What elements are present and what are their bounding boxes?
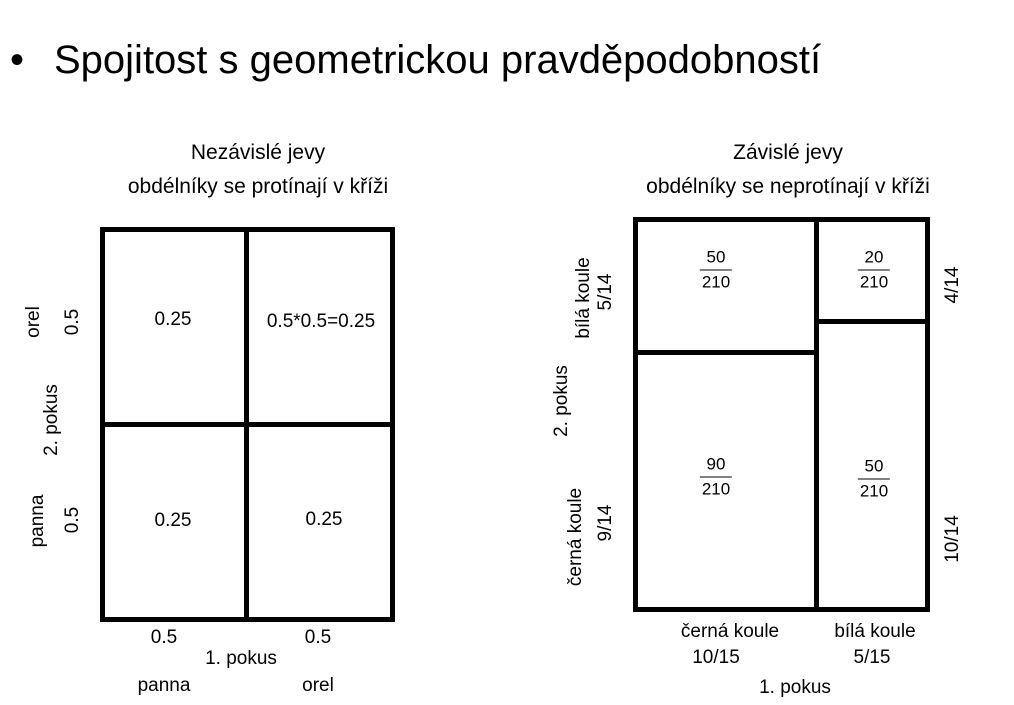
fraction-denominator: 210 [701, 272, 731, 292]
right-title-line2: obdélníky se neprotínají v kříži [646, 175, 930, 198]
left-y-axis-label: 2. pokus [41, 384, 62, 456]
cell-bottom-left: 0.25 [154, 510, 192, 531]
right-y-bottom-name: černá koule [565, 487, 586, 587]
left-title-line2: obdélníky se protínají v kříži [127, 175, 389, 198]
cell-top-left-fraction: 50 210 [699, 247, 733, 293]
fraction-denominator: 210 [859, 272, 889, 292]
heading-text: Spojitost s geometrickou pravděpodobnost… [54, 38, 822, 82]
cell-top-right: 0.5*0.5=0.25 [266, 311, 376, 332]
left-y-top-name: orel [23, 306, 44, 338]
cell-bottom-right-fraction: 50 210 [857, 456, 891, 502]
fraction-bar [857, 269, 891, 271]
fraction-bar [699, 269, 733, 271]
bullet: • [10, 38, 25, 82]
right-x-left-prob: 10/15 [692, 647, 740, 668]
left-y-bottom-prob: 0.5 [62, 506, 83, 534]
left-x-right-name: orel [302, 675, 334, 696]
left-y-top-prob: 0.5 [62, 308, 83, 336]
right-y-axis-label: 2. pokus [551, 365, 572, 437]
cell-bottom-left-fraction: 90 210 [699, 454, 733, 500]
right-left-horizontal-divider [633, 350, 818, 355]
right-x-right-name: bílá koule [834, 621, 916, 642]
right-square [633, 217, 930, 612]
left-y-bottom-name: panna [27, 494, 48, 548]
right-x-right-prob: 5/15 [853, 647, 891, 668]
right-side-top-prob: 4/14 [942, 266, 963, 304]
fraction-numerator: 50 [706, 247, 726, 267]
right-x-axis-label: 1. pokus [759, 677, 831, 698]
slide-heading: • Spojitost s geometrickou pravděpodobnos… [10, 38, 821, 83]
left-horizontal-divider [100, 422, 395, 427]
cell-bottom-right: 0.25 [305, 509, 343, 530]
left-x-left-prob: 0.5 [150, 627, 178, 648]
right-y-top-prob: 5/14 [595, 273, 616, 311]
fraction-numerator: 50 [864, 456, 884, 476]
left-x-right-prob: 0.5 [304, 627, 332, 648]
fraction-numerator: 90 [706, 454, 726, 474]
right-right-horizontal-divider [814, 319, 930, 324]
right-vertical-divider [814, 217, 819, 612]
fraction-denominator: 210 [859, 481, 889, 501]
right-title: Závislé jevy obdélníky se neprotínají v … [646, 136, 930, 204]
right-y-top-name: bílá koule [573, 257, 594, 339]
left-x-axis-label: 1. pokus [205, 648, 277, 669]
left-x-left-name: panna [137, 675, 191, 696]
fraction-bar [699, 476, 733, 478]
fraction-bar [857, 478, 891, 480]
cell-top-right-fraction: 20 210 [857, 247, 891, 293]
left-title-line1: Nezávislé jevy [190, 141, 326, 164]
left-title: Nezávislé jevy obdélníky se protínají v … [128, 136, 388, 204]
right-title-line1: Závislé jevy [733, 141, 843, 164]
right-side-bottom-prob: 10/14 [942, 515, 963, 563]
fraction-numerator: 20 [864, 247, 884, 267]
fraction-denominator: 210 [701, 479, 731, 499]
cell-top-left: 0.25 [154, 309, 192, 330]
right-x-left-name: černá koule [680, 621, 780, 642]
right-y-bottom-prob: 9/14 [595, 504, 616, 542]
